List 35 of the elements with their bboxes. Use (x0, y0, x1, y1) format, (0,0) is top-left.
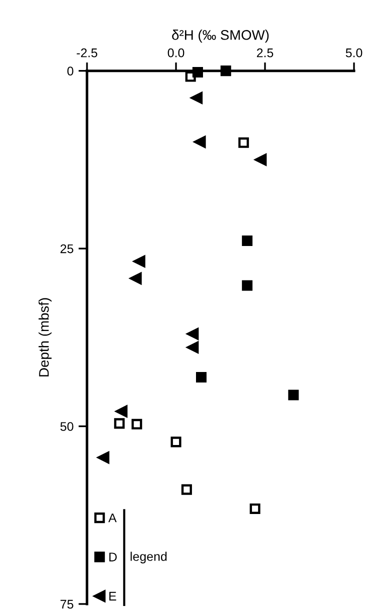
point (288, 390, 299, 400)
point (186, 341, 199, 354)
legend-label: D (109, 552, 117, 562)
point (254, 154, 267, 166)
point (132, 418, 142, 430)
y-tick-label: 75 (60, 600, 74, 609)
point (250, 503, 260, 514)
y-tick-label: 0 (67, 66, 74, 76)
point (130, 272, 142, 284)
x-tick-label: 0.0 (168, 48, 184, 58)
point (192, 66, 203, 78)
x-axis-title: δ²H (‰ SMOW) (172, 30, 269, 43)
point (190, 92, 203, 104)
point (186, 328, 199, 340)
y-axis-title: Depth (mbsf) (38, 298, 52, 376)
point (97, 452, 110, 464)
x-tick-label: 5.0 (346, 48, 362, 58)
x-tick-label: -2.5 (76, 48, 98, 58)
point (220, 66, 232, 76)
x-tick-label: 2.5 (256, 48, 274, 58)
point (181, 484, 192, 495)
legend-label: E (109, 592, 116, 600)
point (133, 255, 146, 268)
y-tick-label: 25 (60, 244, 74, 254)
point (196, 372, 207, 382)
legend-title: legend (130, 552, 167, 564)
point (114, 418, 125, 429)
point (170, 436, 182, 448)
point (238, 137, 249, 148)
point (242, 235, 252, 246)
point (194, 136, 206, 148)
y-tick-label: 50 (60, 422, 74, 431)
legend-label: A (108, 514, 117, 522)
point (242, 280, 252, 291)
point (116, 405, 128, 418)
